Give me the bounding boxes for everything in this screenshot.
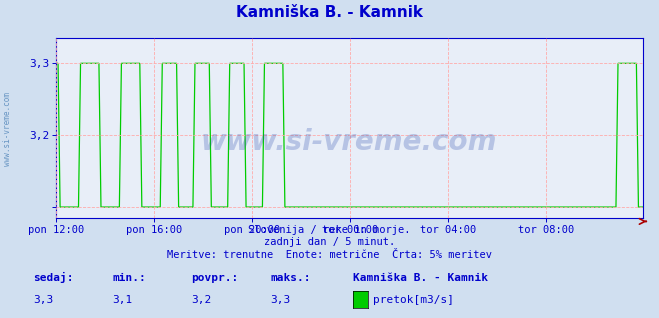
Text: 3,3: 3,3 [270, 295, 291, 305]
Text: pretok[m3/s]: pretok[m3/s] [373, 295, 454, 305]
Text: Kamniška B. - Kamnik: Kamniška B. - Kamnik [236, 5, 423, 20]
Text: maks.:: maks.: [270, 273, 310, 283]
Text: Kamniška B. - Kamnik: Kamniška B. - Kamnik [353, 273, 488, 283]
Text: Meritve: trenutne  Enote: metrične  Črta: 5% meritev: Meritve: trenutne Enote: metrične Črta: … [167, 250, 492, 260]
Text: zadnji dan / 5 minut.: zadnji dan / 5 minut. [264, 238, 395, 247]
Text: www.si-vreme.com: www.si-vreme.com [3, 92, 13, 166]
Text: povpr.:: povpr.: [191, 273, 239, 283]
Text: 3,2: 3,2 [191, 295, 212, 305]
Text: 3,1: 3,1 [112, 295, 132, 305]
Text: sedaj:: sedaj: [33, 273, 73, 283]
Text: 3,3: 3,3 [33, 295, 53, 305]
Text: www.si-vreme.com: www.si-vreme.com [201, 128, 498, 156]
Text: Slovenija / reke in morje.: Slovenija / reke in morje. [248, 225, 411, 235]
Text: min.:: min.: [112, 273, 146, 283]
